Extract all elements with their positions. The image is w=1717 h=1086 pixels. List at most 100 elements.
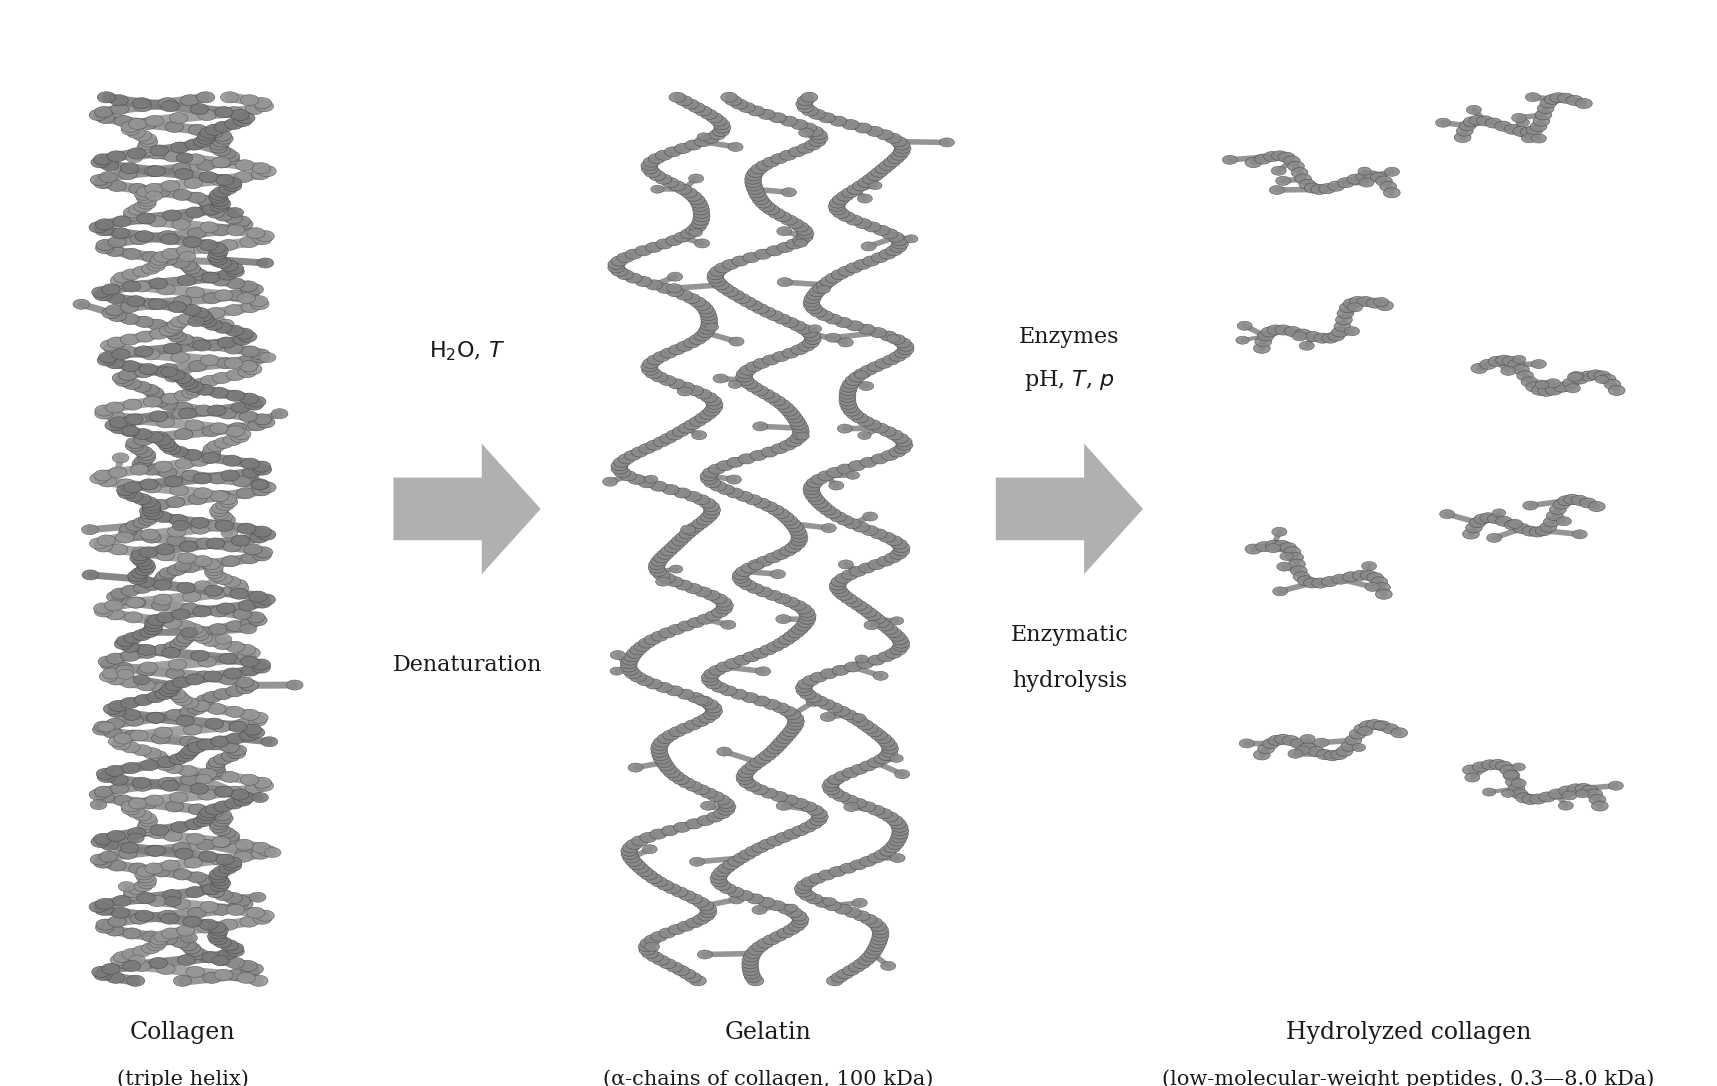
Circle shape bbox=[201, 951, 220, 962]
Circle shape bbox=[215, 754, 232, 765]
Circle shape bbox=[153, 434, 172, 445]
Circle shape bbox=[668, 273, 683, 281]
Circle shape bbox=[889, 755, 903, 762]
Circle shape bbox=[199, 452, 218, 464]
Circle shape bbox=[132, 381, 151, 392]
Circle shape bbox=[173, 295, 192, 306]
Circle shape bbox=[659, 628, 676, 637]
Circle shape bbox=[199, 807, 218, 818]
Circle shape bbox=[173, 677, 191, 687]
Circle shape bbox=[711, 876, 728, 887]
Circle shape bbox=[132, 458, 151, 469]
Circle shape bbox=[113, 662, 132, 673]
Circle shape bbox=[240, 393, 259, 404]
Circle shape bbox=[139, 515, 156, 526]
Circle shape bbox=[199, 172, 218, 182]
Circle shape bbox=[252, 662, 270, 673]
Circle shape bbox=[1310, 185, 1327, 194]
Circle shape bbox=[884, 648, 901, 658]
Circle shape bbox=[199, 127, 218, 138]
Circle shape bbox=[204, 769, 223, 780]
Circle shape bbox=[735, 372, 752, 382]
Circle shape bbox=[652, 437, 670, 446]
Circle shape bbox=[173, 561, 191, 571]
Circle shape bbox=[259, 353, 276, 363]
Circle shape bbox=[1245, 544, 1262, 554]
Circle shape bbox=[867, 757, 884, 768]
Circle shape bbox=[752, 942, 769, 951]
Circle shape bbox=[129, 443, 148, 454]
Circle shape bbox=[658, 550, 673, 559]
Circle shape bbox=[1511, 113, 1526, 123]
Circle shape bbox=[197, 110, 216, 121]
Circle shape bbox=[124, 632, 143, 644]
Circle shape bbox=[713, 280, 730, 290]
Circle shape bbox=[759, 839, 776, 849]
Circle shape bbox=[213, 810, 232, 821]
Circle shape bbox=[805, 693, 821, 703]
Circle shape bbox=[223, 455, 240, 466]
Circle shape bbox=[137, 577, 155, 588]
Circle shape bbox=[1314, 738, 1329, 747]
Circle shape bbox=[129, 798, 148, 809]
Circle shape bbox=[208, 589, 225, 599]
Circle shape bbox=[146, 390, 165, 401]
Circle shape bbox=[836, 969, 853, 978]
Circle shape bbox=[853, 959, 871, 969]
Circle shape bbox=[812, 812, 828, 822]
Circle shape bbox=[105, 599, 124, 611]
Circle shape bbox=[701, 908, 716, 918]
Circle shape bbox=[165, 323, 184, 333]
Circle shape bbox=[127, 975, 144, 986]
Circle shape bbox=[671, 427, 689, 437]
Circle shape bbox=[132, 745, 151, 756]
Circle shape bbox=[740, 296, 755, 307]
Circle shape bbox=[699, 409, 716, 419]
Circle shape bbox=[685, 781, 702, 792]
Circle shape bbox=[120, 523, 137, 534]
Circle shape bbox=[1317, 749, 1332, 759]
Circle shape bbox=[218, 494, 237, 505]
Circle shape bbox=[689, 229, 702, 237]
Circle shape bbox=[252, 793, 268, 803]
Circle shape bbox=[197, 810, 216, 821]
Circle shape bbox=[124, 399, 143, 411]
Circle shape bbox=[702, 508, 719, 518]
Circle shape bbox=[797, 143, 814, 153]
Circle shape bbox=[797, 685, 812, 696]
Circle shape bbox=[211, 201, 228, 212]
Circle shape bbox=[728, 380, 742, 389]
Circle shape bbox=[694, 331, 711, 341]
Circle shape bbox=[237, 293, 256, 304]
Circle shape bbox=[180, 628, 197, 637]
Circle shape bbox=[716, 601, 733, 610]
Circle shape bbox=[187, 381, 206, 392]
Circle shape bbox=[759, 201, 774, 212]
Circle shape bbox=[115, 639, 132, 649]
Circle shape bbox=[201, 201, 218, 212]
Circle shape bbox=[235, 718, 254, 729]
Circle shape bbox=[1286, 553, 1303, 563]
Circle shape bbox=[197, 656, 216, 667]
Circle shape bbox=[191, 949, 208, 960]
Circle shape bbox=[122, 281, 141, 292]
Circle shape bbox=[809, 110, 826, 119]
Circle shape bbox=[110, 544, 127, 555]
Circle shape bbox=[179, 553, 196, 564]
Circle shape bbox=[608, 260, 625, 269]
Circle shape bbox=[786, 522, 804, 532]
Circle shape bbox=[646, 440, 663, 451]
Circle shape bbox=[778, 403, 793, 413]
Circle shape bbox=[798, 607, 814, 617]
Circle shape bbox=[781, 215, 797, 225]
Circle shape bbox=[134, 101, 151, 112]
Circle shape bbox=[694, 301, 711, 311]
Circle shape bbox=[816, 280, 833, 290]
Circle shape bbox=[752, 194, 769, 204]
Circle shape bbox=[227, 970, 246, 981]
Circle shape bbox=[209, 189, 228, 200]
Circle shape bbox=[685, 819, 702, 829]
Circle shape bbox=[1336, 746, 1353, 756]
Circle shape bbox=[1530, 122, 1547, 131]
Circle shape bbox=[191, 103, 208, 115]
